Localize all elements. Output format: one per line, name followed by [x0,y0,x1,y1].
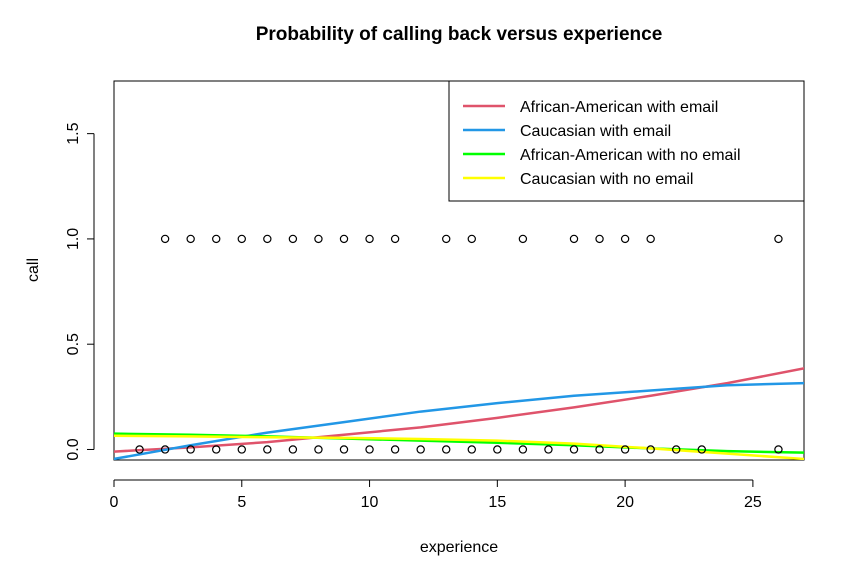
data-point [493,445,502,454]
data-point [212,234,221,244]
data-point [672,445,681,454]
legend-box [448,80,805,202]
y-tick-label: 1.5 [65,122,82,144]
data-point [186,445,195,454]
data-point [620,445,630,454]
x-tick-label: 10 [361,494,379,511]
data-point [237,445,246,454]
data-points [135,234,783,454]
data-point [365,445,374,454]
data-point [569,445,579,454]
data-point [339,234,349,244]
data-point [595,234,604,244]
data-point [160,234,170,244]
data-point [390,234,400,244]
data-point [186,234,195,244]
legend-label: Caucasian with email [520,123,671,140]
data-point [569,234,579,244]
x-tick-label: 15 [488,494,506,511]
data-point [774,445,783,454]
y-axis-label: call [25,258,42,282]
data-point [314,445,323,454]
y-tick-label: 0.0 [65,438,82,460]
data-point [467,234,476,244]
data-point [646,234,655,244]
x-axis-label: experience [420,539,498,556]
data-point [467,445,476,454]
x-tick-label: 0 [110,494,119,511]
legend: African-American with email Caucasian wit… [448,80,805,202]
data-point [288,234,298,244]
series-line [114,434,804,460]
x-tick-label: 25 [744,494,762,511]
data-point [288,445,298,454]
legend-label: African-American with no email [520,147,741,164]
data-point [646,445,655,454]
data-point [774,234,783,244]
series-line [114,432,804,454]
x-tick-label: 5 [237,494,246,511]
chart-title: Probability of calling back versus exper… [256,24,663,45]
data-point [442,234,451,244]
x-axis: 0 5 10 15 20 25 [110,479,762,511]
x-tick-label: 20 [616,494,634,511]
data-point [314,234,323,244]
data-point [544,445,553,454]
data-point [212,445,221,454]
data-point [620,234,630,244]
data-point [595,445,604,454]
data-point [237,234,246,244]
data-point [160,445,170,454]
data-point [263,234,272,244]
y-axis: 0.0 0.5 1.0 1.5 [65,122,95,461]
data-point [390,445,400,454]
data-point [442,445,451,454]
legend-label: Caucasian with no email [520,171,693,188]
data-point [263,445,272,454]
legend-label: African-American with email [520,99,718,116]
data-point [416,445,425,454]
y-tick-label: 1.0 [65,228,82,250]
y-tick-label: 0.5 [65,333,82,355]
data-point [365,234,374,244]
data-point [697,445,706,454]
data-point [339,445,349,454]
series-line [114,367,804,453]
data-point [518,234,528,244]
series-line [114,381,804,460]
data-point [135,445,144,454]
series-lines [114,367,804,460]
data-point [518,445,528,454]
